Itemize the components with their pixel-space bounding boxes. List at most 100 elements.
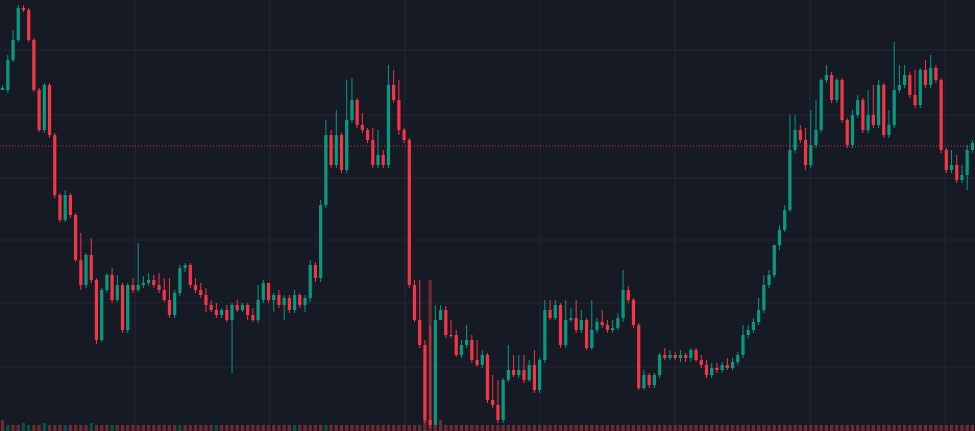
candle[interactable] [47, 83, 52, 138]
candle[interactable] [256, 285, 260, 323]
candle[interactable] [506, 345, 510, 382]
candle[interactable] [730, 358, 735, 370]
candle[interactable] [225, 305, 229, 322]
candle[interactable] [793, 115, 797, 153]
candle[interactable] [277, 290, 281, 308]
candle[interactable] [527, 360, 531, 382]
candle[interactable] [699, 355, 703, 368]
candle[interactable] [350, 78, 354, 123]
candle[interactable] [188, 263, 192, 288]
candle[interactable] [850, 110, 855, 148]
candle[interactable] [303, 295, 307, 312]
candle[interactable] [876, 80, 881, 128]
candle[interactable] [173, 290, 177, 318]
candle[interactable] [903, 65, 907, 88]
candle[interactable] [882, 83, 886, 138]
candle[interactable] [803, 128, 808, 170]
candle[interactable] [579, 310, 583, 333]
candle[interactable] [772, 245, 776, 278]
candle[interactable] [209, 300, 213, 312]
candle[interactable] [616, 313, 620, 330]
candle[interactable] [115, 275, 119, 302]
candle[interactable] [251, 308, 255, 322]
candle[interactable] [381, 150, 385, 168]
candle[interactable] [819, 78, 823, 133]
candle[interactable] [146, 273, 151, 286]
candle[interactable] [574, 300, 578, 333]
candle[interactable] [856, 95, 860, 118]
candle[interactable] [704, 360, 709, 378]
candle[interactable] [240, 303, 245, 312]
candle[interactable] [830, 72, 834, 103]
candle[interactable] [365, 128, 370, 143]
candle[interactable] [219, 308, 224, 318]
candle[interactable] [308, 260, 312, 302]
candle[interactable] [319, 200, 323, 282]
candle[interactable] [136, 243, 140, 292]
candle[interactable] [637, 323, 641, 390]
candle[interactable] [783, 205, 787, 232]
candle[interactable] [955, 155, 959, 183]
candle[interactable] [532, 350, 537, 393]
candle[interactable] [423, 340, 427, 423]
candle[interactable] [485, 353, 490, 403]
candle[interactable] [866, 90, 870, 133]
candle[interactable] [767, 270, 771, 288]
candle[interactable] [438, 305, 443, 320]
candle[interactable] [678, 350, 683, 362]
candle[interactable] [371, 128, 375, 168]
candle[interactable] [600, 310, 604, 328]
candle[interactable] [621, 270, 625, 322]
candle[interactable] [334, 110, 338, 168]
candle[interactable] [824, 65, 829, 83]
candle[interactable] [11, 30, 15, 62]
candle[interactable] [668, 350, 672, 360]
candle[interactable] [897, 65, 902, 93]
candle[interactable] [751, 318, 756, 333]
candle[interactable] [923, 60, 928, 88]
candle[interactable] [131, 278, 135, 293]
candle[interactable] [684, 353, 688, 362]
candle[interactable] [913, 70, 917, 108]
candle[interactable] [871, 85, 875, 128]
candle[interactable] [89, 238, 93, 283]
candle[interactable] [465, 325, 469, 348]
candle[interactable] [37, 88, 41, 132]
candle[interactable] [105, 273, 109, 293]
candle[interactable] [960, 165, 964, 183]
candle[interactable] [965, 145, 969, 190]
candle[interactable] [517, 355, 521, 378]
candle[interactable] [73, 213, 78, 262]
candle[interactable] [673, 352, 677, 360]
candle[interactable] [16, 5, 20, 42]
candle[interactable] [569, 308, 573, 322]
candle[interactable] [814, 100, 818, 148]
candle[interactable] [845, 118, 849, 148]
candle[interactable] [939, 78, 943, 153]
candle[interactable] [324, 120, 328, 208]
candle[interactable] [522, 355, 526, 383]
candle[interactable] [355, 98, 359, 128]
candle[interactable] [798, 125, 802, 143]
candle[interactable] [433, 305, 437, 425]
candle[interactable] [715, 363, 719, 373]
candle[interactable] [386, 65, 391, 168]
candle[interactable] [944, 148, 948, 173]
candle[interactable] [663, 348, 667, 360]
candle[interactable] [162, 278, 166, 302]
candle[interactable] [230, 303, 234, 373]
candle[interactable] [918, 68, 922, 108]
candle[interactable] [657, 353, 662, 378]
candle[interactable] [631, 298, 636, 328]
candle[interactable] [214, 303, 218, 318]
candle[interactable] [741, 325, 745, 358]
candle[interactable] [496, 380, 500, 423]
candle[interactable] [710, 363, 714, 378]
candle[interactable] [193, 278, 198, 293]
candle[interactable] [27, 8, 31, 42]
candle[interactable] [376, 130, 380, 168]
candle[interactable] [548, 300, 552, 320]
candle[interactable] [788, 115, 792, 212]
candle[interactable] [53, 133, 57, 198]
